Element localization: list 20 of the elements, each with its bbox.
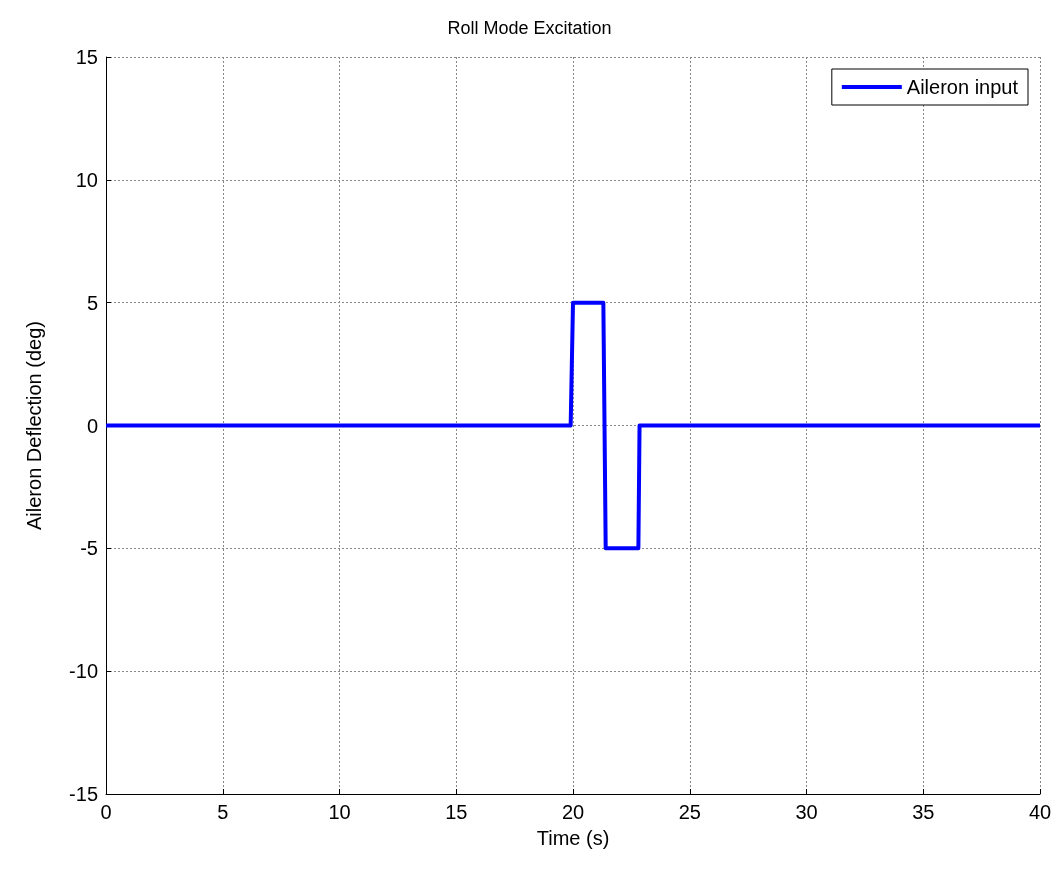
y-tick-label: 5 [86, 291, 98, 314]
x-tick-label: 30 [795, 801, 818, 823]
y-tick-label: 0 [86, 414, 98, 437]
x-tick-label: 40 [1028, 801, 1052, 823]
x-tick-label: 0 [100, 801, 112, 823]
y-tick-label: -5 [80, 537, 98, 560]
x-tick-label: 25 [678, 801, 701, 823]
y-tick-label: 15 [75, 46, 98, 68]
y-tick-label: 10 [75, 168, 98, 191]
x-tick-label: 15 [445, 801, 468, 823]
x-tick-label: 35 [912, 801, 935, 823]
x-tick-label: 10 [328, 801, 351, 823]
chart-title: Roll Mode Excitation [447, 18, 612, 38]
y-tick-label: -15 [69, 783, 98, 805]
y-tick-label: -10 [69, 660, 98, 683]
x-tick-label: 20 [561, 801, 585, 823]
x-axis-title: Time (s) [536, 827, 610, 849]
y-axis-title: Aileron Deflection (deg) [23, 321, 45, 530]
legend-label: Aileron input [906, 76, 1019, 98]
x-tick-label: 5 [217, 801, 229, 823]
